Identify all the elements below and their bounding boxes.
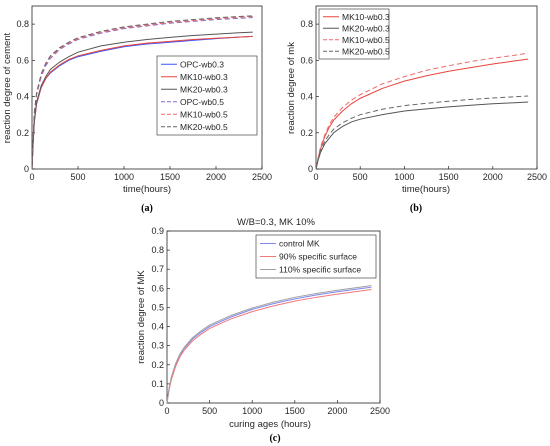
legend-label-b: MK20-wb0.3 bbox=[342, 23, 390, 33]
legend-label-a: MK20-wb0.5 bbox=[180, 122, 228, 132]
chart-panel-b: 0 500 1000 1500 2000 2500 0 0.2 0.4 0.6 0.8 MK10-w… bbox=[286, 5, 547, 214]
legend-label-a: OPC-wb0.5 bbox=[180, 97, 224, 107]
x-tick-label-c: 1000 bbox=[242, 406, 262, 416]
y-tick-label-c: 0.3 bbox=[151, 341, 164, 351]
legend-label-a: OPC-wb0.3 bbox=[180, 59, 224, 69]
y-tick-label-b: 0.8 bbox=[300, 19, 313, 29]
series-line-a-3 bbox=[31, 17, 253, 170]
x-axis-label-b: time(hours) bbox=[402, 184, 450, 195]
x-tick-label-a: 0 bbox=[29, 172, 34, 182]
legend-label-b: MK20-wb0.5 bbox=[342, 46, 390, 56]
series-line-c-2 bbox=[166, 285, 372, 404]
y-tick-label-c: 0.7 bbox=[151, 264, 164, 274]
y-tick-label-c: 0.9 bbox=[151, 226, 164, 236]
caption-c: (c) bbox=[269, 433, 280, 444]
x-tick-label-c: 1500 bbox=[285, 406, 305, 416]
x-axis-label-a: time(hours) bbox=[123, 184, 171, 195]
y-tick-label-c: 0 bbox=[159, 398, 164, 408]
y-tick-label-a: 0.2 bbox=[16, 128, 29, 138]
y-tick-label-b: 0.6 bbox=[300, 55, 313, 65]
chart-panel-a: 0 500 1000 1500 2000 2500 0 0.2 0.4 0.6 0.8 OPC-wb… bbox=[2, 5, 272, 214]
y-tick-label-c: 0.2 bbox=[151, 360, 164, 370]
x-axis-label-c: curing ages (hours) bbox=[229, 419, 311, 430]
x-tick-label-b: 2500 bbox=[527, 172, 547, 182]
y-tick-label-c: 0.4 bbox=[151, 322, 164, 332]
series-line-c-1 bbox=[166, 288, 372, 404]
x-tick-label-a: 1500 bbox=[160, 172, 180, 182]
series-line-b-2 bbox=[315, 52, 529, 170]
x-tick-label-c: 0 bbox=[164, 406, 169, 416]
caption-b: (b) bbox=[410, 203, 422, 214]
chart-panel-c: W/B=0.3, MK 10% 0 500 1000 1500 2000 2500 0 0.1… bbox=[136, 217, 390, 444]
x-tick-label-b: 500 bbox=[353, 172, 368, 182]
legend-label-a: MK20-wb0.3 bbox=[180, 84, 228, 94]
y-tick-label-b: 0.4 bbox=[300, 92, 313, 102]
y-axis-label-c: reaction degree of MK bbox=[136, 270, 147, 364]
y-axis-label-b: reaction degree of mk bbox=[286, 42, 297, 134]
y-tick-label-b: 0.2 bbox=[300, 128, 313, 138]
legend-label-c: 110% specific surface bbox=[279, 265, 361, 275]
y-axis-label-a: reaction degree of cement bbox=[2, 32, 13, 143]
y-tick-label-c: 0.6 bbox=[151, 283, 164, 293]
legend-label-c: 90% specific surface bbox=[279, 252, 357, 262]
y-tick-label-c: 0.8 bbox=[151, 245, 164, 255]
legend-box-a bbox=[156, 55, 258, 136]
x-tick-label-b: 1000 bbox=[394, 172, 414, 182]
series-group-b bbox=[315, 52, 529, 170]
y-tick-label-a: 0.4 bbox=[16, 92, 29, 102]
series-line-a-2 bbox=[31, 31, 253, 170]
chart-title-c: W/B=0.3, MK 10% bbox=[237, 217, 315, 228]
legend-c: control MK 90% specific surface 110% speci… bbox=[255, 234, 377, 279]
y-tick-label-a: 0 bbox=[24, 164, 29, 174]
caption-a: (a) bbox=[141, 203, 153, 214]
x-tick-label-a: 500 bbox=[70, 172, 85, 182]
legend-a: OPC-wb0.3 MK10-wb0.3 MK20-wb0.3 OPC-wb0.5 MK… bbox=[156, 55, 258, 136]
series-line-b-3 bbox=[315, 95, 529, 170]
series-line-b-1 bbox=[315, 101, 529, 170]
legend-label-b: MK10-wb0.5 bbox=[342, 35, 390, 45]
legend-box-b bbox=[318, 8, 390, 60]
x-tick-label-b: 2000 bbox=[483, 172, 503, 182]
y-tick-label-a: 0.6 bbox=[16, 55, 29, 65]
series-line-a-5 bbox=[31, 15, 253, 170]
y-tick-label-c: 0.1 bbox=[151, 379, 164, 389]
series-group-c bbox=[166, 285, 372, 404]
x-tick-label-c: 500 bbox=[202, 406, 217, 416]
series-group-a bbox=[31, 15, 253, 170]
series-line-b-0 bbox=[315, 58, 529, 170]
x-tick-label-a: 2500 bbox=[252, 172, 272, 182]
x-tick-label-a: 1000 bbox=[114, 172, 134, 182]
y-tick-label-b: 0 bbox=[308, 164, 313, 174]
x-tick-label-b: 1500 bbox=[439, 172, 459, 182]
x-tick-label-c: 2000 bbox=[327, 406, 347, 416]
y-tick-label-a: 0.8 bbox=[16, 19, 29, 29]
legend-label-c: control MK bbox=[279, 239, 320, 249]
x-tick-label-c: 2500 bbox=[370, 406, 390, 416]
legend-label-a: MK10-wb0.3 bbox=[180, 72, 228, 82]
x-tick-label-a: 2000 bbox=[206, 172, 226, 182]
y-tick-label-c: 0.5 bbox=[151, 302, 164, 312]
legend-label-a: MK10-wb0.5 bbox=[180, 109, 228, 119]
x-tick-label-b: 0 bbox=[313, 172, 318, 182]
legend-label-b: MK10-wb0.3 bbox=[342, 12, 390, 22]
